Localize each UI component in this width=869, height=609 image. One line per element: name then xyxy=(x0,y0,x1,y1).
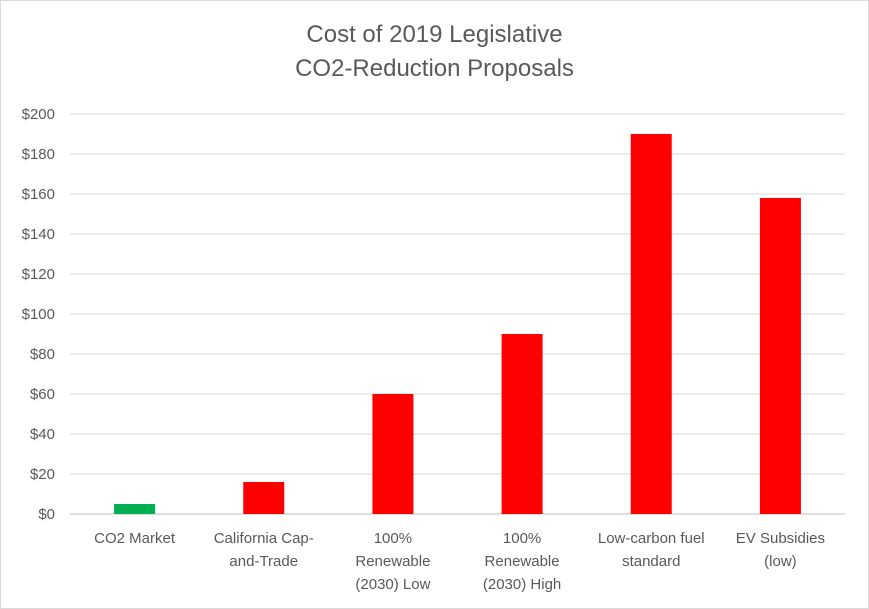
y-tick-label: $40 xyxy=(30,426,55,443)
chart-title-line-1: Cost of 2019 Legislative xyxy=(306,21,563,48)
x-category-label: and-Trade xyxy=(229,553,298,570)
y-tick-label: $20 xyxy=(30,466,55,483)
x-category-label: EV Subsidies xyxy=(736,530,825,547)
x-category-label: 100% xyxy=(374,530,412,547)
x-category-label: CO2 Market xyxy=(94,530,176,547)
x-axis-category-labels: CO2 Market California Cap-and-Trade 100% Re… xyxy=(94,530,825,593)
y-tick-label: $0 xyxy=(38,506,55,523)
x-category-label: Low-carbon fuel xyxy=(598,530,705,547)
bar xyxy=(630,134,672,514)
bar xyxy=(114,504,156,514)
x-category-label: 100% xyxy=(503,530,541,547)
x-category-label: Renewable xyxy=(355,553,430,570)
x-category-label: (2030) Low xyxy=(355,576,430,593)
y-tick-label: $120 xyxy=(22,266,55,283)
y-tick-label: $180 xyxy=(22,146,55,163)
bar xyxy=(759,198,801,514)
y-axis-tick-labels: $0 $20 $40 $60 $80 $100 $120 $140 $160 $180 $200 xyxy=(22,106,55,523)
x-category-label: California Cap- xyxy=(214,530,314,547)
bar xyxy=(372,394,414,514)
y-tick-label: $140 xyxy=(22,226,55,243)
chart-title: Cost of 2019 Legislative CO2-Reduction P… xyxy=(0,18,869,86)
chart-title-line-2: CO2-Reduction Proposals xyxy=(295,55,574,82)
x-category-label: (low) xyxy=(764,553,797,570)
bar xyxy=(501,334,543,514)
x-category-label: standard xyxy=(622,553,680,570)
bar xyxy=(243,482,285,514)
y-tick-label: $60 xyxy=(30,386,55,403)
x-category-label: (2030) High xyxy=(483,576,561,593)
y-tick-label: $100 xyxy=(22,306,55,323)
y-tick-label: $200 xyxy=(22,106,55,123)
x-category-label: Renewable xyxy=(485,553,560,570)
y-tick-label: $80 xyxy=(30,346,55,363)
gridlines xyxy=(70,113,845,515)
bars xyxy=(114,134,801,514)
y-tick-label: $160 xyxy=(22,186,55,203)
